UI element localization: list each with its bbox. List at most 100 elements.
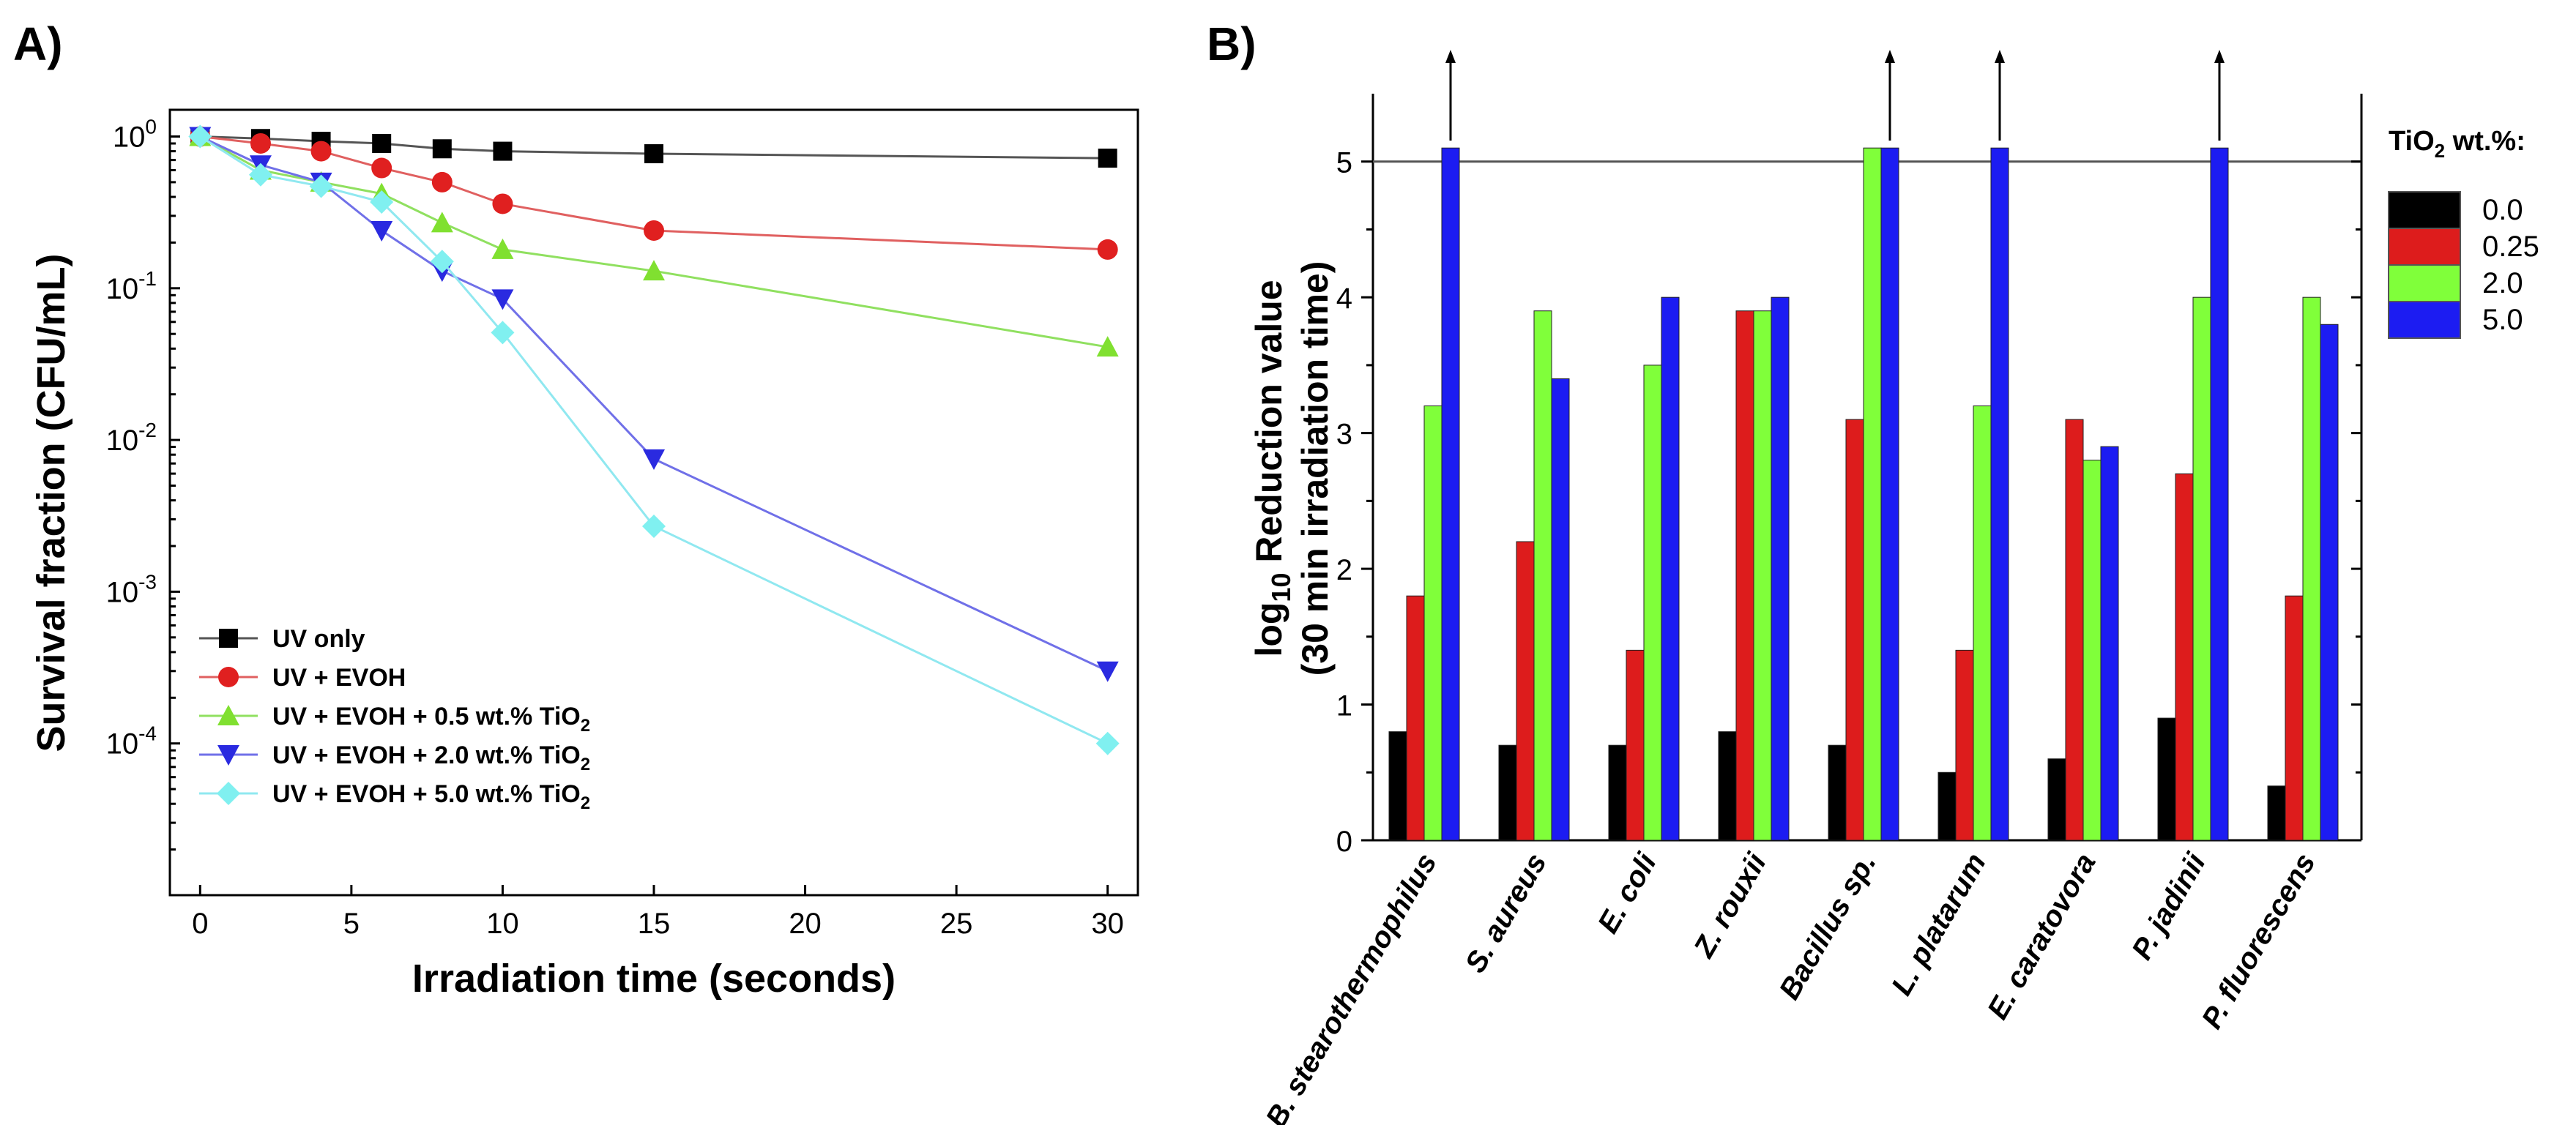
data-point xyxy=(643,260,665,281)
series-uv-evoh-5-0-wt-tio2 xyxy=(188,124,1120,755)
panel-b-x-axis: B. stearothermophilus S. aureus E. coli Z. … xyxy=(1259,848,2321,1125)
legend-marker xyxy=(217,745,239,766)
data-point xyxy=(642,514,666,538)
bar-0-25 xyxy=(2065,419,2084,841)
panel-b-y-axis: 0 1 2 3 4 5 xyxy=(1336,147,2361,858)
bar-0-0 xyxy=(2267,785,2286,841)
legend-item-2-0: 2.0 xyxy=(2388,264,2523,302)
bar-2-0 xyxy=(1643,365,1662,841)
data-point xyxy=(643,449,665,471)
legend-label: 0.25 xyxy=(2482,231,2539,263)
legend-item-uv-evoh: UV + EVOH xyxy=(199,664,406,692)
data-point xyxy=(431,212,453,233)
data-point xyxy=(432,139,452,159)
y-tick-label: 10-2 xyxy=(106,419,157,457)
x-tick-label: 30 xyxy=(1091,908,1124,940)
panel-b-overflow-arrows xyxy=(1445,50,2225,141)
x-tick-label: 10 xyxy=(486,908,519,940)
panel-a-y-axis: 100 10-1 10-2 10-3 10-4 xyxy=(106,116,180,851)
bar-0-25 xyxy=(1406,595,1425,841)
panel-a-legend: UV only UV + EVOH UV + EVOH + 0.5 wt.% TiO… xyxy=(199,625,590,813)
bar-5-0 xyxy=(2210,147,2229,841)
data-point xyxy=(250,132,271,154)
bar-2-0 xyxy=(1533,310,1552,841)
bar-0-0 xyxy=(2157,717,2176,841)
overflow-arrow-head xyxy=(1445,50,1456,63)
bar-group-z-rouxii xyxy=(1718,296,1790,841)
bar-0-0 xyxy=(1937,771,1957,841)
bar-0-25 xyxy=(2175,473,2194,841)
bar-0-0 xyxy=(1828,744,1847,841)
legend-swatch xyxy=(2388,191,2461,229)
panel-b-legend-title: TiO2 wt.%: xyxy=(2389,126,2525,162)
bar-0-0 xyxy=(2047,758,2066,841)
panel-a-line-chart: A) 0 5 10 15 20 25 30 100 10-1 10-2 10-3 10-4 Irra… xyxy=(13,18,1139,1001)
panel-b-bars-group xyxy=(1388,147,2339,841)
bar-2-0 xyxy=(1753,310,1772,841)
bar-2-0 xyxy=(1973,405,1992,841)
y-tick-label: 3 xyxy=(1336,419,1352,451)
bar-0-25 xyxy=(1845,419,1864,841)
legend-label: 2.0 xyxy=(2482,267,2523,299)
y-tick-label: 4 xyxy=(1336,283,1352,315)
bar-group-p-jadinii xyxy=(2157,147,2229,841)
y-tick-label: 0 xyxy=(1336,826,1352,858)
legend-item-5-0: 5.0 xyxy=(2388,301,2523,339)
legend-item-0-0: 0.0 xyxy=(2388,191,2523,229)
bar-0-0 xyxy=(1608,744,1627,841)
bar-group-b-stearothermophilus xyxy=(1388,147,1460,841)
bar-2-0 xyxy=(2302,296,2321,841)
x-category-label: E. coli xyxy=(1592,848,1663,939)
bar-5-0 xyxy=(1551,378,1570,841)
data-point xyxy=(188,124,212,149)
bar-0-0 xyxy=(1718,731,1737,841)
legend-marker xyxy=(218,667,239,687)
bar-5-0 xyxy=(2320,324,2339,841)
bar-group-bacillus-sp xyxy=(1828,147,1899,841)
series-line xyxy=(199,135,1108,348)
y-tick-label: 10-1 xyxy=(106,267,157,305)
y-tick-label: 5 xyxy=(1336,147,1352,179)
x-tick-label: 25 xyxy=(940,908,973,940)
data-point xyxy=(644,220,664,241)
bar-5-0 xyxy=(1880,147,1899,841)
bar-5-0 xyxy=(1771,296,1790,841)
panel-b-legend: TiO2 wt.%: 0.0 0.25 2.0 5.0 xyxy=(2388,126,2539,339)
legend-item-uv-only: UV only xyxy=(199,625,365,653)
x-category-label: P. fluorescens xyxy=(2196,848,2322,1034)
series-line xyxy=(199,135,1109,745)
legend-marker xyxy=(219,629,238,648)
series-uv-evoh-2-0-wt-tio2 xyxy=(189,127,1119,682)
data-point xyxy=(491,289,514,310)
data-point xyxy=(370,190,394,214)
legend-swatch xyxy=(2388,301,2461,339)
bar-0-25 xyxy=(1955,649,1974,841)
x-category-label: S. aureus xyxy=(1459,848,1553,979)
data-point xyxy=(371,220,393,242)
bar-group-l-platarum xyxy=(1937,147,2009,841)
panel-b-bar-chart: B) 0 1 2 3 4 5 B. stearothermophilus S. aureus… xyxy=(1207,18,2539,1125)
data-point xyxy=(1096,661,1119,682)
panel-b-y-axis-label-line2: (30 min irradiation time) xyxy=(1295,261,1336,676)
x-category-label: Z. rouxii xyxy=(1687,848,1773,963)
x-tick-label: 0 xyxy=(192,908,208,940)
bar-2-0 xyxy=(1863,147,1882,841)
legend-marker xyxy=(217,705,239,725)
bar-2-0 xyxy=(2192,296,2211,841)
x-category-label: E. caratovora xyxy=(1981,848,2102,1025)
data-point xyxy=(1095,731,1120,755)
legend-swatch xyxy=(2388,264,2461,302)
data-point xyxy=(493,141,513,161)
bar-0-25 xyxy=(2285,595,2304,841)
x-category-label: P. jadinii xyxy=(2126,848,2212,965)
bar-5-0 xyxy=(1441,147,1460,841)
legend-item-uv-evoh-5-0-wt-tio2: UV + EVOH + 5.0 wt.% TiO2 xyxy=(199,780,590,813)
x-tick-label: 20 xyxy=(789,908,822,940)
legend-label: 5.0 xyxy=(2482,304,2523,336)
overflow-arrow-head xyxy=(1995,50,2005,63)
panel-a-x-axis: 0 5 10 15 20 25 30 xyxy=(192,885,1124,940)
y-tick-label: 100 xyxy=(113,116,157,154)
legend-label: UV + EVOH + 2.0 wt.% TiO2 xyxy=(272,741,590,774)
data-point xyxy=(372,133,392,153)
